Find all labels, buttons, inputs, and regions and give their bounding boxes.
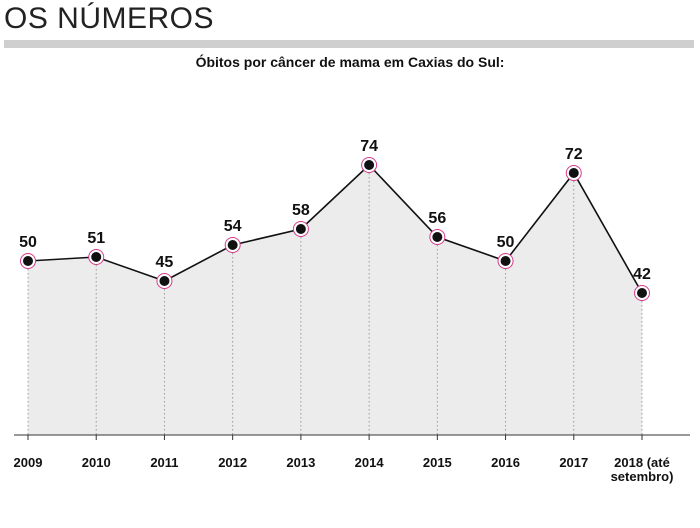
point-marker <box>637 288 647 298</box>
category-label-line: 2014 <box>355 455 385 470</box>
category-label: 2011 <box>150 455 178 470</box>
category-label-line: 2013 <box>286 455 315 470</box>
data-label: 50 <box>19 234 37 251</box>
category-label: 2017 <box>559 455 588 470</box>
data-label: 56 <box>428 210 446 227</box>
category-label-line: 2011 <box>150 455 178 470</box>
section-header: OS NÚMEROS <box>4 2 215 35</box>
category-label: 2010 <box>82 455 111 470</box>
data-label: 45 <box>156 254 174 271</box>
point-marker <box>500 256 511 266</box>
point-marker <box>23 256 33 266</box>
data-label: 74 <box>360 138 378 155</box>
area-fill <box>28 165 642 435</box>
category-label: 2018 (até setembro) <box>611 455 674 484</box>
category-label: 2016 <box>491 455 520 470</box>
category-label-line: setembro) <box>611 469 674 484</box>
category-label-line: 2017 <box>559 455 588 470</box>
chart-title: Óbitos por câncer de mama em Caxias do S… <box>195 54 505 70</box>
category-label-line: 2012 <box>218 455 247 470</box>
point-marker <box>364 160 375 170</box>
category-label-line: 2010 <box>82 455 111 470</box>
category-label-line: 2009 <box>14 455 43 470</box>
point-marker <box>432 232 443 242</box>
point-marker <box>159 276 170 286</box>
data-label: 72 <box>565 146 583 163</box>
point-marker <box>91 252 102 262</box>
data-label: 58 <box>292 202 310 219</box>
data-label: 54 <box>224 218 242 235</box>
point-marker <box>568 168 579 178</box>
data-label: 50 <box>497 234 515 251</box>
category-label: 2012 <box>218 455 247 470</box>
category-label: 2014 <box>355 455 385 470</box>
category-label: 2015 <box>423 455 452 470</box>
point-marker <box>227 240 238 250</box>
category-label-line: 2018 (até <box>614 455 670 470</box>
category-label-line: 2015 <box>423 455 452 470</box>
category-label-line: 2016 <box>491 455 520 470</box>
point-marker <box>295 224 306 234</box>
data-label: 42 <box>633 266 651 283</box>
category-label: 2013 <box>286 455 315 470</box>
data-label: 51 <box>87 230 105 247</box>
category-label: 2009 <box>14 455 43 470</box>
header-divider <box>4 40 694 48</box>
series-line <box>27 163 643 294</box>
